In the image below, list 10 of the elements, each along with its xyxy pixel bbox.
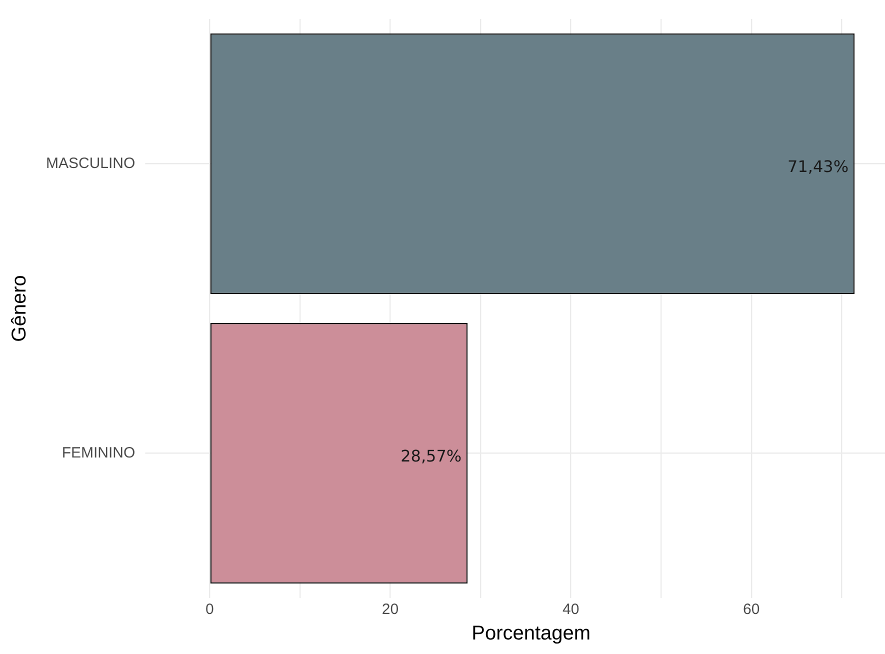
- y-tick-label: FEMININO: [62, 444, 136, 462]
- x-tick-label: 60: [743, 601, 760, 618]
- y-tick-label: MASCULINO: [46, 154, 136, 172]
- x-tick-label: 20: [382, 601, 399, 618]
- data-label: 28,57%: [400, 446, 462, 466]
- x-tick-label: 40: [562, 601, 580, 618]
- x-axis-title: Porcentagem: [472, 622, 591, 645]
- x-tick-label: 0: [206, 601, 214, 618]
- y-axis-title: Gênero: [8, 275, 31, 342]
- data-label: 71,43%: [788, 156, 849, 176]
